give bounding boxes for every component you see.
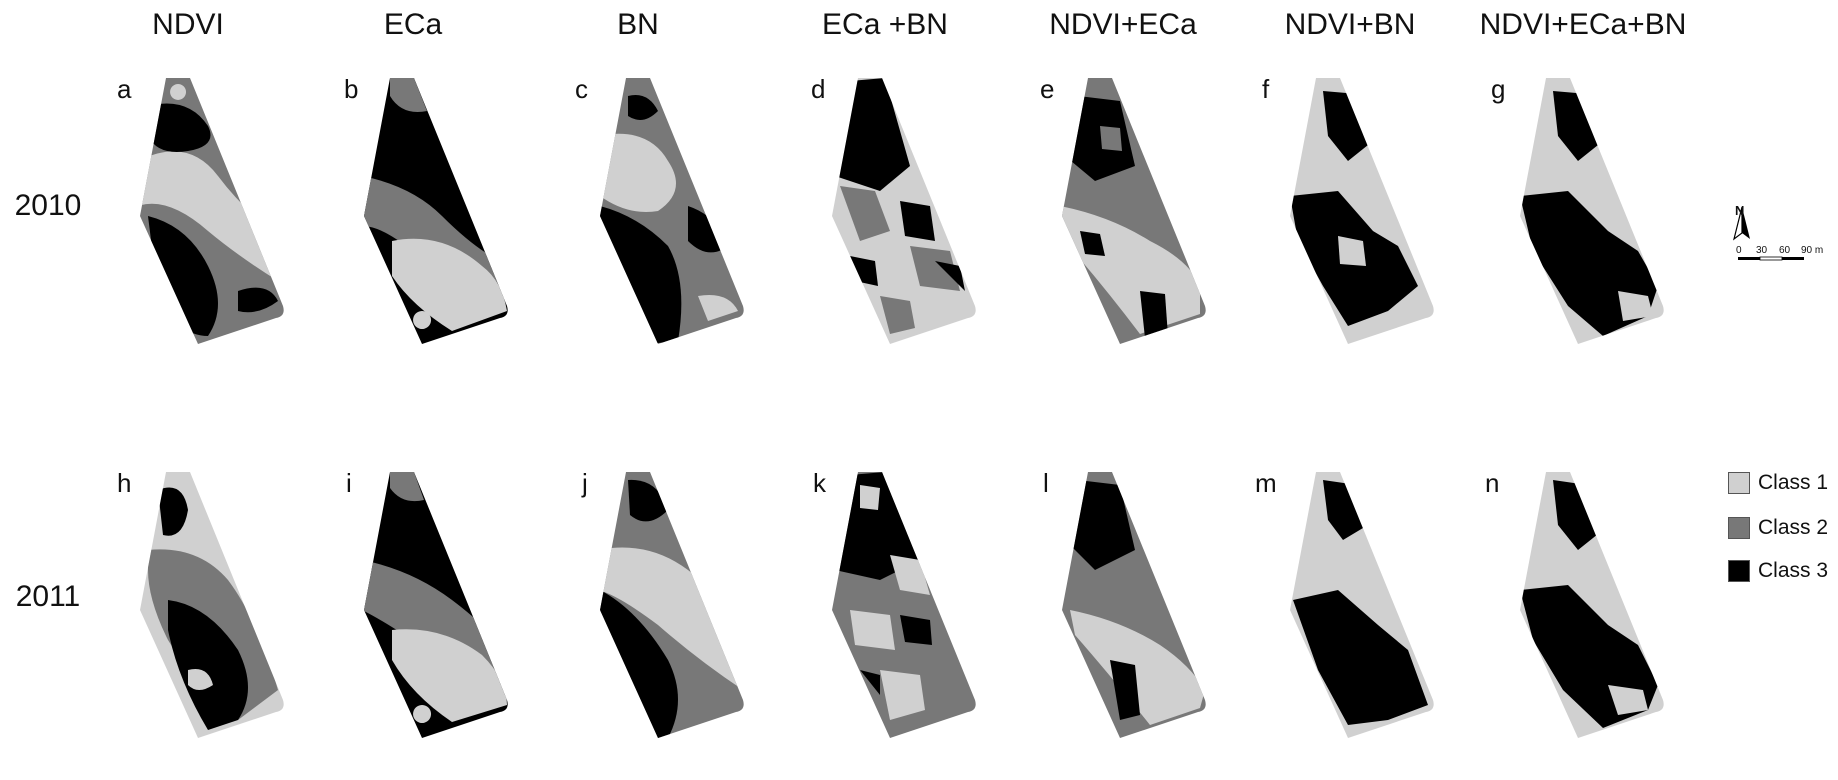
zone-patch — [910, 246, 960, 291]
zone-patch — [390, 78, 427, 112]
legend-label-class2: Class 2 — [1758, 516, 1829, 539]
legend-swatch-class1 — [1728, 472, 1750, 494]
field-map-2010-eca-bn — [832, 78, 976, 344]
zone-patch — [1293, 590, 1428, 725]
zone-patch — [628, 95, 658, 120]
year-label-2010: 2010 — [14, 189, 82, 222]
field-map-2011-eca — [364, 472, 508, 738]
field-map-2010-eca — [364, 78, 508, 344]
zone-patch — [1110, 660, 1140, 720]
panel-letter-d: d — [811, 74, 826, 104]
zone-patch — [413, 705, 432, 723]
zone-patch — [840, 186, 890, 241]
scale-tick-0: 0 — [1736, 245, 1742, 256]
scale-bar — [1738, 256, 1804, 261]
legend-swatch-class2 — [1728, 517, 1750, 539]
scale-tick-30: 30 — [1756, 245, 1768, 256]
zone-patch — [413, 311, 432, 329]
zone-patch — [1140, 291, 1168, 338]
panel-letter-c: c — [575, 74, 588, 104]
zone-patch — [628, 479, 668, 522]
column-header-ndvi-eca-bn: NDVI+ECa+BN — [1479, 8, 1687, 41]
zone-patch — [392, 238, 507, 331]
zone-patch — [600, 590, 678, 738]
legend-label-class1: Class 1 — [1758, 471, 1829, 494]
panel-letter-n: n — [1485, 468, 1500, 498]
zone-patch — [1100, 126, 1122, 151]
zone-patch — [168, 600, 248, 730]
zone-patch — [880, 670, 925, 720]
column-header-eca: ECa — [383, 8, 443, 41]
zone-patch — [188, 669, 213, 690]
field-map-2011-ndvi-eca-bn — [1520, 472, 1664, 738]
zone-patch — [850, 610, 895, 650]
field-map-2010-ndvi — [140, 78, 284, 344]
field-map-2011-ndvi-eca — [1062, 472, 1206, 738]
zone-patch — [600, 547, 744, 690]
zone-patch — [835, 78, 910, 191]
legend-swatch-class3 — [1728, 560, 1750, 582]
field-map-2011-ndvi — [140, 472, 284, 738]
field-map-2010-ndvi-bn — [1290, 78, 1434, 344]
zone-patch — [390, 472, 424, 502]
zone-patch — [698, 295, 738, 321]
zone-patch — [600, 133, 676, 212]
zone-patch — [238, 287, 278, 313]
north-arrow-icon — [1733, 206, 1750, 241]
legend-item-class1: Class 1 — [1728, 470, 1828, 496]
panel-letter-e: e — [1040, 74, 1055, 104]
zone-patch — [600, 206, 682, 344]
column-header-bn: BN — [617, 8, 659, 41]
zone-patch — [688, 206, 728, 253]
zone-patch — [900, 201, 935, 241]
panel-letter-g: g — [1491, 74, 1506, 104]
panel-letter-l: l — [1043, 468, 1049, 498]
panel-letter-h: h — [117, 468, 132, 498]
north-label: N — [1735, 203, 1745, 218]
column-header-ndvi-bn: NDVI+BN — [1284, 8, 1416, 41]
zone-patch — [860, 485, 880, 510]
scale-tick-60: 60 — [1779, 245, 1791, 256]
panel-letter-b: b — [344, 74, 359, 104]
legend-item-class2: Class 2 — [1728, 515, 1828, 541]
zone-patch — [140, 151, 284, 281]
zone-patch — [935, 261, 965, 291]
panel-letter-f: f — [1262, 74, 1270, 104]
panel-letter-a: a — [117, 74, 132, 104]
zone-patch — [835, 472, 920, 580]
zone-patch — [148, 103, 211, 152]
field-map-2011-eca-bn — [832, 472, 976, 738]
column-header-ndvi: NDVI — [152, 8, 224, 41]
zone-patch — [900, 615, 932, 645]
column-header-eca-bn: ECa +BN — [822, 8, 948, 41]
field-map-2010-ndvi-eca-bn — [1520, 78, 1664, 344]
zone-patch — [158, 487, 188, 536]
zone-patch — [1070, 610, 1205, 725]
zone-patch — [1065, 96, 1135, 181]
column-header-ndvi-eca: NDVI+ECa — [1049, 8, 1197, 41]
panel-letter-i: i — [346, 468, 352, 498]
field-map-2010-ndvi-eca — [1062, 78, 1206, 344]
panel-letter-k: k — [813, 468, 826, 498]
zone-patch — [1338, 236, 1366, 266]
panel-letter-m: m — [1255, 468, 1277, 498]
scale-tick-90: 90 m — [1801, 245, 1824, 256]
zone-patch — [1608, 685, 1648, 715]
zone-patch — [170, 84, 187, 100]
zone-patch — [392, 629, 507, 722]
legend-label-class3: Class 3 — [1758, 559, 1829, 582]
field-map-2011-ndvi-bn — [1290, 472, 1434, 738]
zone-patch — [1618, 291, 1653, 321]
zone-patch — [1065, 480, 1135, 570]
field-map-2010-bn — [600, 78, 744, 344]
panel-letter-j: j — [582, 468, 588, 498]
zone-patch — [880, 296, 915, 334]
legend-item-class3: Class 3 — [1728, 558, 1828, 584]
field-map-2011-bn — [600, 472, 744, 738]
zone-patch — [860, 670, 880, 695]
zone-patch — [1080, 231, 1105, 256]
year-label-2011: 2011 — [15, 580, 81, 613]
